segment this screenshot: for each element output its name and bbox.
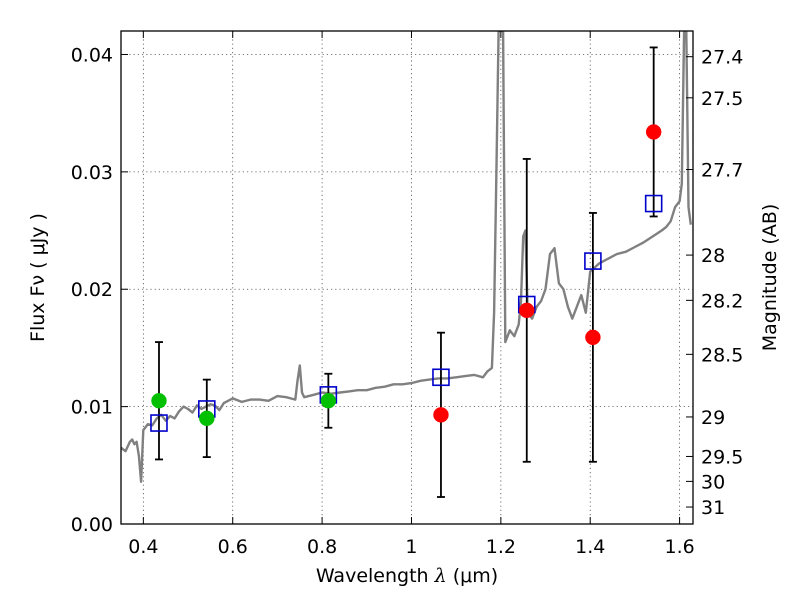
magnitude-tick-label: 27.5 [701,88,743,110]
y-axis-right-label: Magnitude (AB) [759,204,781,352]
model-spectrum [121,31,692,483]
data-point [320,393,337,409]
y-axis-label-text: Flux Fν ( μJy ) [27,213,49,342]
model-square-point [584,252,602,270]
plot-frame [120,30,694,525]
x-tick-label: 1 [405,536,417,558]
model-square-point [644,194,663,213]
x-axis-label-text: Wavelength λ (μm) [316,565,498,587]
model-square-point [432,368,450,387]
magnitude-tick-label: 28.2 [701,290,743,312]
y-tick-label: 0.03 [71,162,113,184]
y-tick-label: 0.02 [71,279,113,301]
data-point [585,329,601,346]
photometry-markers [150,124,663,432]
model-square-point [150,414,168,432]
magnitude-tick-label: 31 [701,497,725,519]
x-tick-label: 0.8 [307,536,337,558]
data-point [151,393,167,409]
error-bars [154,46,658,498]
y-tick-label: 0.04 [71,44,113,66]
y-tick-label: 0.01 [71,397,113,419]
x-tick-label: 0.4 [128,536,158,558]
data-point [199,410,215,427]
data-point [645,124,662,140]
spectrum-line [121,31,692,483]
magnitude-tick-label: 29 [701,407,725,429]
magnitude-tick-label: 28 [701,245,725,267]
y-tick-label: 0.00 [71,514,113,536]
magnitude-tick-label: 29.5 [701,446,743,468]
x-axis-label: Wavelength λ (μm) [316,565,498,587]
magnitude-tick-label: 27.4 [701,47,743,69]
x-tick-label: 1.6 [664,536,694,558]
magnitude-tick-label: 27.7 [701,160,743,182]
data-point [433,407,449,423]
y-axis-label: Flux Fν ( μJy ) [27,213,49,342]
magnitude-tick-label: 30 [701,471,725,493]
axis-ticks: 0.4 0.6 0.8 1 1.2 1.4 1.6 0.00 0.01 0.02 0.03 0.04 2… [71,31,743,558]
x-tick-label: 1.2 [486,536,516,558]
data-point [519,302,535,319]
x-tick-label: 0.6 [218,536,248,558]
x-tick-label: 1.4 [575,536,605,558]
magnitude-tick-label: 28.5 [701,344,743,366]
